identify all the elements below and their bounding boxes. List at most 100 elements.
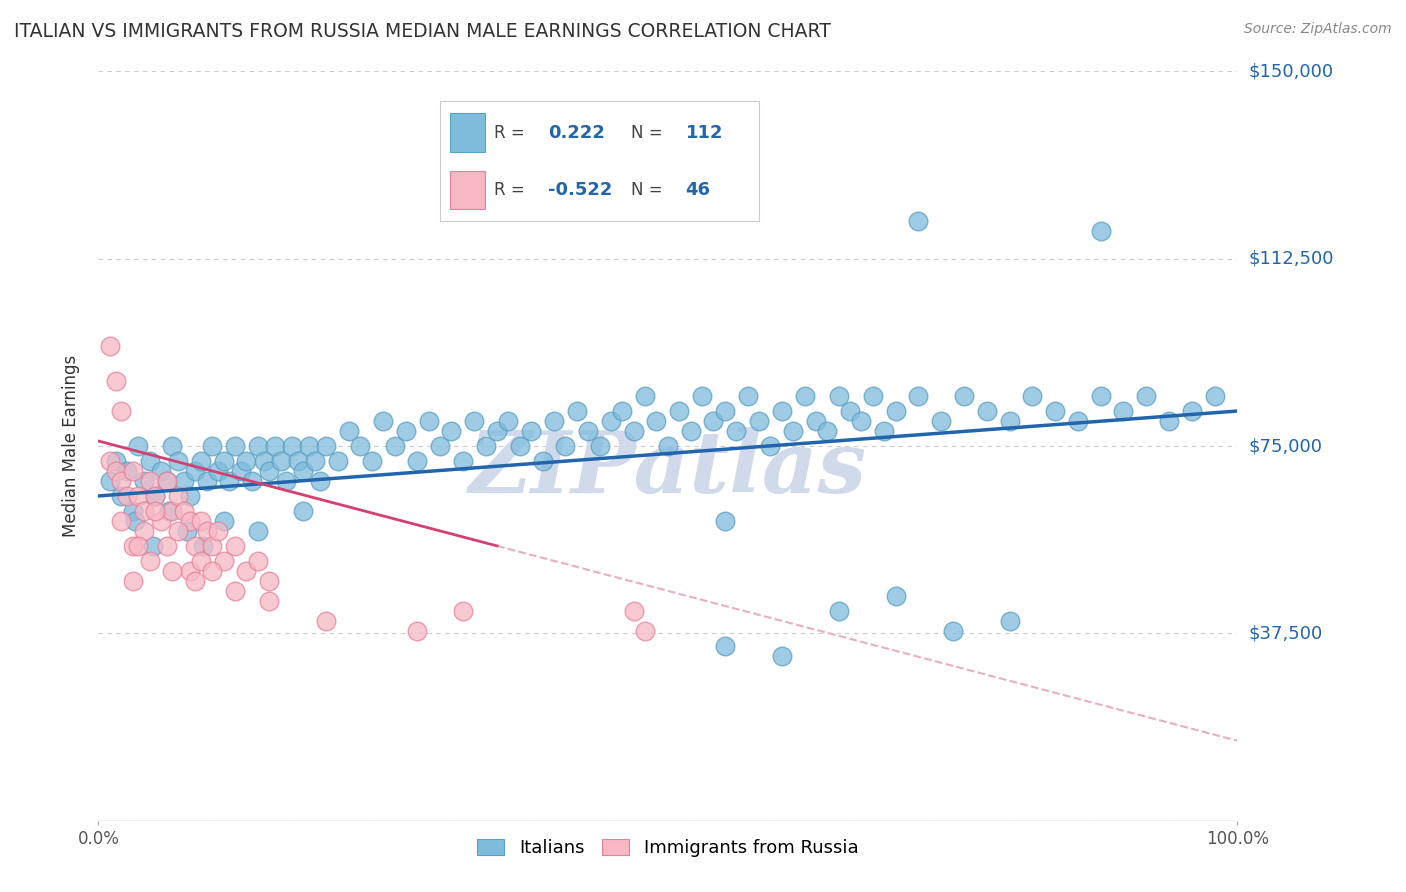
Point xyxy=(565,404,588,418)
Point xyxy=(770,648,793,663)
Point xyxy=(326,454,349,468)
Point xyxy=(737,389,759,403)
Point xyxy=(873,424,896,438)
Point xyxy=(998,414,1021,428)
Point xyxy=(145,489,167,503)
Point xyxy=(246,439,269,453)
Point xyxy=(259,574,281,588)
Point xyxy=(828,604,851,618)
Point xyxy=(190,454,212,468)
Point xyxy=(657,439,679,453)
Point xyxy=(315,614,337,628)
Point xyxy=(1181,404,1204,418)
Point xyxy=(287,454,309,468)
Point xyxy=(839,404,862,418)
Point xyxy=(127,489,149,503)
Point xyxy=(167,454,190,468)
Point xyxy=(138,474,160,488)
Point xyxy=(173,474,195,488)
Point xyxy=(121,539,143,553)
Point xyxy=(1043,404,1066,418)
Point xyxy=(156,539,179,553)
Point xyxy=(942,624,965,638)
Point xyxy=(195,524,218,538)
Point xyxy=(132,524,155,538)
Point xyxy=(509,439,531,453)
Point xyxy=(110,489,132,503)
Point xyxy=(201,439,224,453)
Point xyxy=(815,424,838,438)
Point xyxy=(793,389,815,403)
Point xyxy=(167,489,190,503)
Text: Source: ZipAtlas.com: Source: ZipAtlas.com xyxy=(1244,22,1392,37)
Point xyxy=(645,414,668,428)
Point xyxy=(162,439,184,453)
Point xyxy=(190,554,212,568)
Point xyxy=(463,414,485,428)
Point xyxy=(486,424,509,438)
Point xyxy=(418,414,440,428)
Point xyxy=(121,504,143,518)
Point xyxy=(104,464,127,478)
Text: ITALIAN VS IMMIGRANTS FROM RUSSIA MEDIAN MALE EARNINGS CORRELATION CHART: ITALIAN VS IMMIGRANTS FROM RUSSIA MEDIAN… xyxy=(14,22,831,41)
Point xyxy=(195,474,218,488)
Point xyxy=(156,474,179,488)
Point xyxy=(714,639,737,653)
Point xyxy=(953,389,976,403)
Point xyxy=(276,474,298,488)
Point xyxy=(235,454,257,468)
Point xyxy=(474,439,496,453)
Point xyxy=(1112,404,1135,418)
Text: $150,000: $150,000 xyxy=(1249,62,1333,80)
Point xyxy=(1157,414,1180,428)
Point xyxy=(292,504,315,518)
Point xyxy=(224,539,246,553)
Point xyxy=(162,504,184,518)
Point xyxy=(702,414,724,428)
Point xyxy=(104,374,127,388)
Point xyxy=(201,564,224,578)
Point xyxy=(127,539,149,553)
Point xyxy=(976,404,998,418)
Point xyxy=(167,524,190,538)
Point xyxy=(110,514,132,528)
Point xyxy=(748,414,770,428)
Point xyxy=(142,539,165,553)
Point xyxy=(98,474,121,488)
Point xyxy=(98,339,121,353)
Point xyxy=(612,404,634,418)
Point xyxy=(884,404,907,418)
Point xyxy=(520,424,543,438)
Point xyxy=(884,589,907,603)
Point xyxy=(132,474,155,488)
Point xyxy=(690,389,713,403)
Point xyxy=(176,524,198,538)
Point xyxy=(384,439,406,453)
Point xyxy=(224,583,246,598)
Point xyxy=(588,439,610,453)
Point xyxy=(531,454,554,468)
Point xyxy=(179,564,201,578)
Point xyxy=(714,514,737,528)
Point xyxy=(212,514,235,528)
Point xyxy=(349,439,371,453)
Point xyxy=(259,594,281,608)
Point xyxy=(104,454,127,468)
Point xyxy=(179,514,201,528)
Point xyxy=(770,404,793,418)
Point xyxy=(371,414,394,428)
Point xyxy=(451,604,474,618)
Point xyxy=(406,454,429,468)
Point xyxy=(150,514,173,528)
Point xyxy=(157,504,180,518)
Point xyxy=(543,414,565,428)
Point xyxy=(1135,389,1157,403)
Point xyxy=(127,439,149,453)
Point xyxy=(156,474,179,488)
Point xyxy=(124,514,146,528)
Point xyxy=(668,404,690,418)
Point xyxy=(304,454,326,468)
Point xyxy=(98,454,121,468)
Point xyxy=(246,554,269,568)
Point xyxy=(998,614,1021,628)
